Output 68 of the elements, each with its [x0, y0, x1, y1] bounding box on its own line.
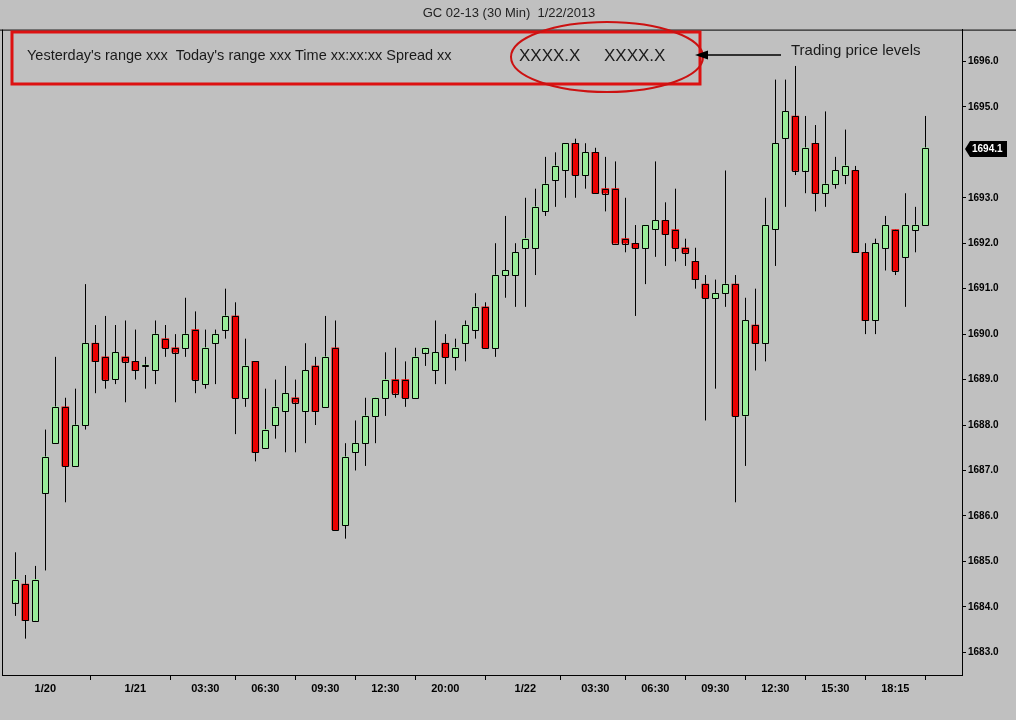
- annotation: Yesterday's range xxx Today's range xxx Time xx:xx:xx Spread xx: [27, 47, 453, 63]
- candlestick: [451, 338, 460, 371]
- candlestick: [581, 142, 590, 190]
- x-tick-label: 06:30: [251, 681, 280, 694]
- x-tick-label: 12:30: [761, 681, 790, 694]
- y-tick-label: 1687.0: [968, 464, 1000, 476]
- x-tick-label: 03:30: [581, 681, 610, 694]
- candlestick: [701, 274, 710, 421]
- candlestick: [261, 388, 270, 449]
- candlestick: [881, 215, 890, 271]
- candlestick: [661, 201, 670, 267]
- candlestick: [721, 170, 730, 308]
- x-tick-label: 09:30: [701, 681, 730, 694]
- candlestick: [371, 397, 380, 444]
- y-tick-label: 1691.0: [968, 282, 1000, 294]
- annotation: Trading price levels: [791, 41, 921, 59]
- y-tick-label: 1685.0: [968, 555, 1000, 567]
- x-tick-label: 06:30: [641, 681, 670, 694]
- candlestick: [281, 365, 290, 453]
- x-tick-label: 1/22: [514, 681, 537, 694]
- y-tick-label: 1693.0: [968, 191, 1000, 203]
- candlestick: [141, 356, 150, 390]
- candlestick: [521, 197, 530, 308]
- candlestick: [431, 319, 440, 385]
- annotation: XXXX.X: [519, 45, 581, 65]
- candlestick: [511, 242, 520, 308]
- candlestick: [751, 288, 760, 371]
- annotation: XXXX.X: [604, 45, 666, 65]
- candlestick: [91, 324, 100, 394]
- x-tick-label: 15:30: [821, 681, 850, 694]
- candlestick: [381, 351, 390, 417]
- candlestick: [351, 419, 360, 471]
- candlestick: [631, 224, 640, 317]
- x-tick-label: 1/20: [34, 681, 57, 694]
- candlestick: [651, 160, 660, 258]
- candlestick: [711, 279, 720, 390]
- candlestick: [501, 215, 510, 299]
- y-tick-label: 1686.0: [968, 509, 1000, 521]
- y-tick-label: 1683.0: [968, 646, 1000, 658]
- candlestick: [441, 333, 450, 385]
- candlestick: [211, 329, 220, 385]
- x-tick-label: 09:30: [311, 681, 340, 694]
- y-tick-label: 1695.0: [968, 100, 1000, 112]
- candlestick: [131, 329, 140, 381]
- candlestick: [401, 360, 410, 408]
- x-tick-label: 12:30: [371, 681, 400, 694]
- y-tick-label: 1689.0: [968, 373, 1000, 385]
- x-tick-label: 20:00: [431, 681, 460, 694]
- y-tick-label: 1692.0: [968, 236, 1000, 248]
- text: 1694.1: [972, 142, 1004, 154]
- candlestick: [691, 247, 700, 290]
- x-tick-label: 1/21: [124, 681, 147, 694]
- y-tick-label: 1696.0: [968, 55, 1000, 67]
- candlestick: [671, 188, 680, 262]
- y-tick-label: 1690.0: [968, 327, 1000, 339]
- x-tick-label: 03:30: [191, 681, 220, 694]
- candlestick: [641, 224, 650, 285]
- candlestick: [831, 156, 840, 190]
- candlestick: [841, 129, 850, 185]
- y-tick-label: 1688.0: [968, 418, 1000, 430]
- candlestick: [181, 297, 190, 358]
- candlestick: [461, 319, 470, 362]
- candlestick: [821, 110, 830, 208]
- y-tick-label: 1684.0: [968, 600, 1000, 612]
- candlestick: [271, 379, 280, 440]
- candlestick: [161, 324, 170, 358]
- chart-title: GC 02-13 (30 Min) 1/22/2013: [422, 5, 596, 21]
- x-tick-label: 18:15: [881, 681, 910, 694]
